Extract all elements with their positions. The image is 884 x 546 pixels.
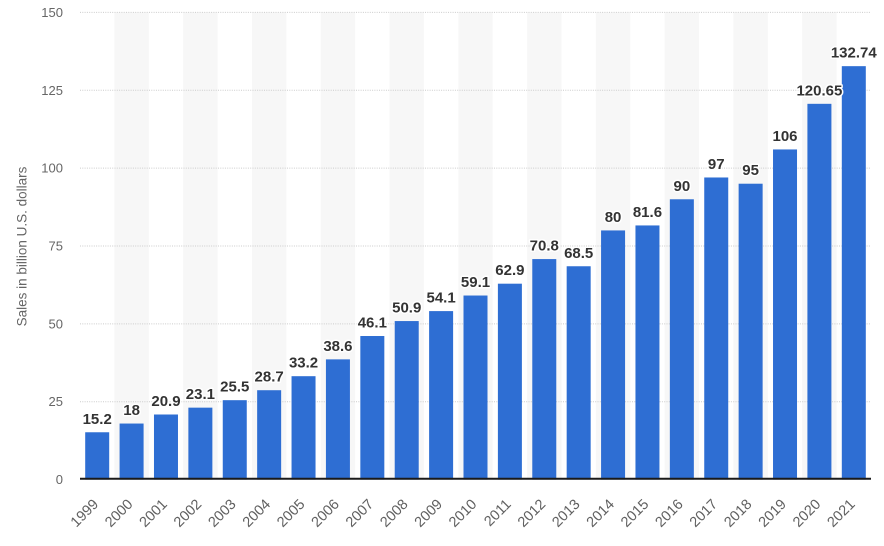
svg-text:95: 95	[742, 162, 759, 179]
svg-text:70.8: 70.8	[530, 238, 559, 255]
svg-text:28.7: 28.7	[255, 369, 284, 386]
svg-text:50: 50	[49, 316, 63, 331]
svg-text:97: 97	[708, 156, 725, 173]
svg-text:68.5: 68.5	[564, 245, 593, 262]
svg-text:80: 80	[605, 209, 622, 226]
svg-text:25.5: 25.5	[220, 379, 249, 396]
svg-text:15.2: 15.2	[83, 411, 112, 428]
svg-text:120.65: 120.65	[796, 82, 842, 99]
svg-text:90: 90	[674, 178, 691, 195]
svg-text:20.9: 20.9	[151, 393, 180, 410]
svg-text:150: 150	[41, 5, 63, 20]
svg-text:132.74: 132.74	[831, 45, 878, 62]
svg-text:125: 125	[41, 83, 63, 98]
svg-text:25: 25	[49, 394, 63, 409]
svg-text:100: 100	[41, 161, 63, 176]
svg-text:81.6: 81.6	[633, 204, 662, 221]
svg-text:46.1: 46.1	[358, 315, 387, 332]
svg-text:38.6: 38.6	[323, 338, 352, 355]
svg-text:62.9: 62.9	[495, 262, 524, 279]
svg-text:33.2: 33.2	[289, 355, 318, 372]
svg-text:75: 75	[49, 239, 63, 254]
svg-text:23.1: 23.1	[186, 386, 215, 403]
svg-text:54.1: 54.1	[427, 290, 456, 307]
svg-text:Sales in billion U.S. dollars: Sales in billion U.S. dollars	[15, 166, 30, 326]
svg-text:0: 0	[56, 472, 63, 487]
svg-text:59.1: 59.1	[461, 274, 490, 291]
svg-text:106: 106	[773, 128, 798, 145]
svg-text:50.9: 50.9	[392, 300, 421, 317]
svg-text:18: 18	[123, 402, 140, 419]
